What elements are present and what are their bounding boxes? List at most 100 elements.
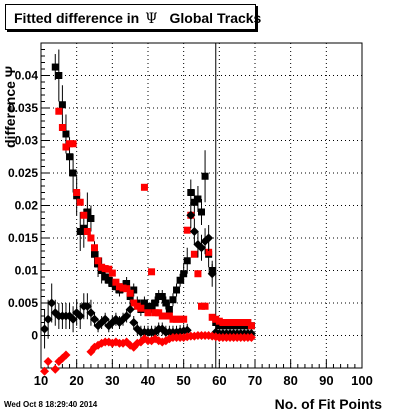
x-tick-label: 40 <box>141 373 155 388</box>
data-marks <box>40 43 256 376</box>
data-point-diamond <box>189 227 199 236</box>
y-tick-label: 0.015 <box>8 231 38 245</box>
data-point-square <box>169 296 177 304</box>
data-point-square <box>247 322 255 330</box>
data-point-square <box>169 315 177 323</box>
data-point-square <box>137 304 145 312</box>
data-point-diamond <box>197 243 206 253</box>
data-point-square <box>180 315 188 323</box>
data-point-diamond <box>122 337 132 347</box>
data-point-diamond <box>86 308 96 318</box>
data-point-square <box>105 276 113 284</box>
data-point-square <box>230 319 238 326</box>
data-point-square <box>212 315 220 323</box>
chart-title-text: Fitted difference in <box>14 10 140 26</box>
data-point-square <box>194 270 202 278</box>
y-tick-label: 0.035 <box>8 101 38 115</box>
data-point-square <box>190 250 198 258</box>
data-point-diamond <box>122 311 132 321</box>
data-point-square <box>233 319 241 326</box>
data-point-square <box>69 169 77 177</box>
data-point-square <box>58 124 66 131</box>
data-point-square <box>208 313 216 321</box>
x-tick-label: 30 <box>105 373 119 388</box>
data-point-square <box>83 208 91 216</box>
data-point-square <box>130 286 138 294</box>
data-point-square <box>158 312 166 320</box>
data-point-square <box>66 140 74 148</box>
data-point-diamond <box>75 311 85 321</box>
data-point-square <box>87 234 95 242</box>
data-point-square <box>123 285 131 293</box>
x-tick-label: 70 <box>248 373 262 388</box>
data-point-square <box>115 283 123 291</box>
data-point-square <box>237 319 245 326</box>
data-point-square <box>69 140 77 148</box>
data-point-square <box>126 289 134 297</box>
data-point-square <box>62 130 70 138</box>
data-point-square <box>165 306 173 313</box>
data-point-square <box>62 143 70 151</box>
data-point-square <box>112 278 120 286</box>
data-point-diamond <box>204 233 214 243</box>
data-point-square <box>91 250 98 258</box>
data-point-diamond <box>246 332 256 342</box>
x-tick-label: 100 <box>351 373 373 388</box>
data-point-square <box>183 226 191 234</box>
data-point-square <box>173 315 181 323</box>
data-point-square <box>148 302 156 310</box>
data-point-square <box>158 293 166 300</box>
data-point-square <box>58 101 66 109</box>
data-point-square <box>176 276 184 284</box>
data-point-diamond <box>182 325 192 335</box>
data-point-square <box>180 270 188 278</box>
data-point-diamond <box>100 314 110 324</box>
data-point-square <box>151 299 159 307</box>
data-point-square <box>76 228 84 235</box>
data-point-square <box>130 299 138 307</box>
y-tick-label: 0.01 <box>15 264 39 278</box>
data-point-square <box>215 322 223 330</box>
x-tick-label: 50 <box>176 373 190 388</box>
y-tick-label: 0.04 <box>15 69 39 83</box>
data-point-square <box>240 319 248 326</box>
data-point-square <box>222 319 230 326</box>
data-point-square <box>51 63 59 71</box>
data-point-square <box>201 302 209 310</box>
axis-ticks: 10 20 30 40 50 60 70 80 90 100 0 0.005 0.01 0.015 0.02… <box>8 49 373 388</box>
data-point-square <box>151 309 159 317</box>
data-point-square <box>194 195 202 203</box>
data-point-diamond <box>129 318 139 327</box>
x-axis-label: No. of Fit Points <box>274 396 382 412</box>
data-point-square <box>140 183 148 191</box>
data-point-square <box>108 280 116 287</box>
data-point-square <box>198 302 205 310</box>
data-point-square <box>119 284 127 292</box>
x-tick-label: 10 <box>34 373 48 388</box>
data-point-square <box>91 244 98 252</box>
data-point-square <box>140 299 148 307</box>
y-axis-label: difference Ψ <box>2 65 18 148</box>
data-point-diamond <box>82 301 92 311</box>
data-point-square <box>66 153 74 161</box>
y-tick-label: 0.025 <box>8 166 38 180</box>
data-point-diamond <box>186 210 196 220</box>
data-point-square <box>187 189 195 196</box>
data-point-square <box>101 273 109 281</box>
data-point-square <box>108 269 116 277</box>
x-tick-label: 90 <box>319 373 333 388</box>
data-point-diamond <box>90 314 99 324</box>
data-point-square <box>123 280 131 287</box>
x-tick-label: 80 <box>283 373 297 388</box>
chart-title: Fitted difference in Ψ Global Tracks <box>5 4 261 30</box>
data-point-square <box>165 312 173 320</box>
data-point-square <box>98 263 106 271</box>
data-point-square <box>144 309 152 317</box>
data-point-square <box>101 265 109 273</box>
chart-title-suffix: Global Tracks <box>169 10 262 26</box>
y-tick-label: 0 <box>31 329 38 343</box>
data-point-square <box>133 302 141 310</box>
data-point-square <box>205 248 213 256</box>
data-point-square <box>83 228 91 235</box>
